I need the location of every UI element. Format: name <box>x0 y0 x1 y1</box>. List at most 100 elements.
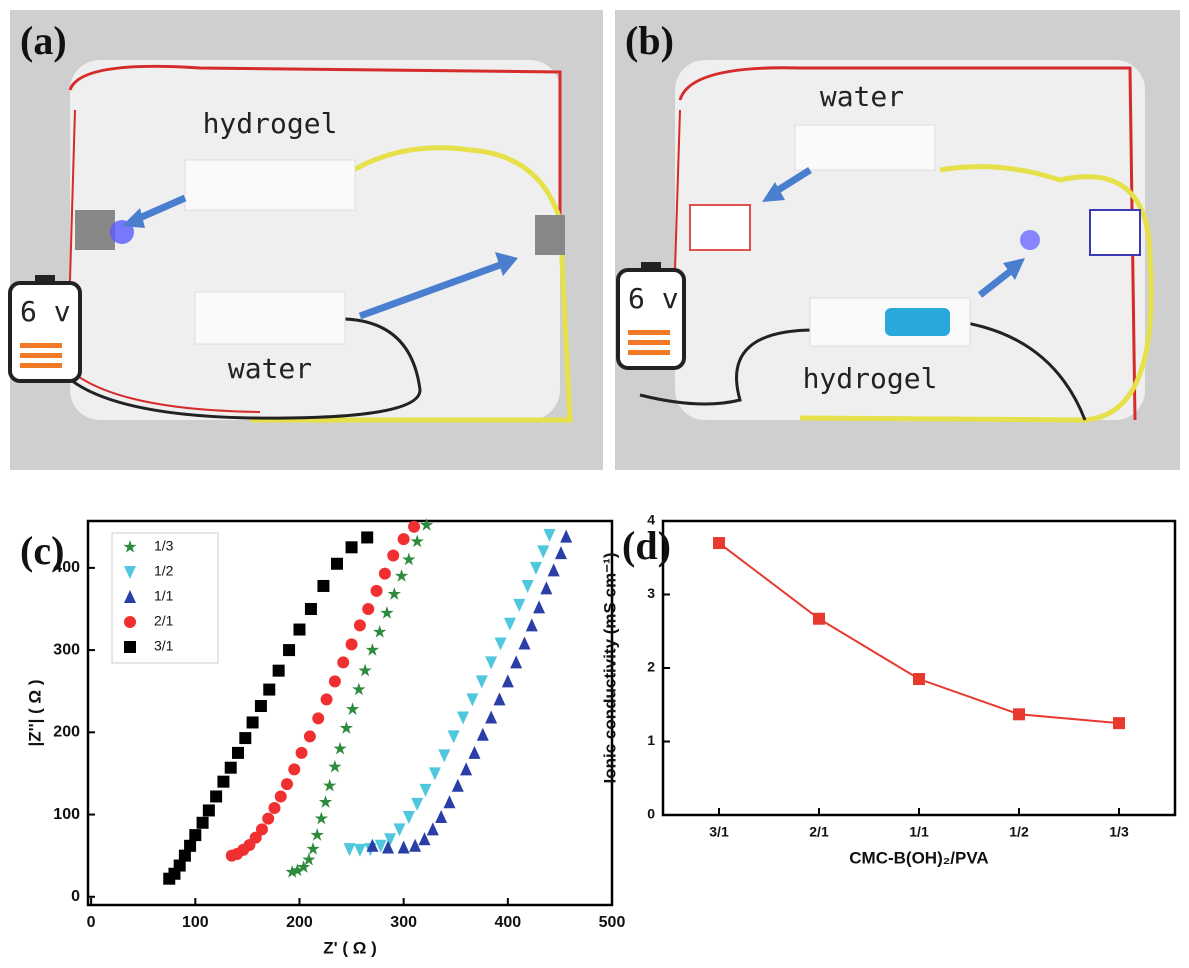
point <box>358 663 372 677</box>
x-axis-label: CMC-B(OH)₂/PVA <box>849 848 988 867</box>
point <box>217 775 230 788</box>
point <box>387 549 400 562</box>
plot-frame <box>661 519 1177 817</box>
y-tick-label: 300 <box>53 641 80 658</box>
point <box>408 520 421 533</box>
x-tick-label: 2/1 <box>809 824 829 840</box>
point <box>330 557 343 570</box>
x-tick-label: 200 <box>286 914 313 931</box>
photo-text: water <box>228 352 312 385</box>
point <box>485 710 498 724</box>
point <box>173 859 186 872</box>
point <box>387 587 401 600</box>
point <box>353 843 366 857</box>
point <box>494 637 507 651</box>
y-tick-label: 0 <box>71 888 80 905</box>
y-tick-label: 400 <box>53 559 80 576</box>
point <box>320 693 333 706</box>
point <box>913 673 925 686</box>
point <box>272 664 285 677</box>
point <box>304 602 317 615</box>
y-tick-label: 1 <box>647 732 655 748</box>
x-tick-label: 500 <box>599 914 626 931</box>
point <box>428 767 441 781</box>
point <box>518 636 531 650</box>
y-tick-label: 3 <box>647 585 655 601</box>
point <box>246 716 259 729</box>
point <box>255 823 268 836</box>
point <box>419 783 432 797</box>
x-tick-label: 0 <box>87 914 96 931</box>
x-tick-label: 400 <box>494 914 521 931</box>
point <box>418 832 431 846</box>
panel-label: (c) <box>20 528 64 573</box>
legend-marker <box>124 616 136 628</box>
point <box>447 730 460 744</box>
point <box>202 804 215 817</box>
point <box>457 711 470 725</box>
point <box>1013 708 1025 721</box>
point <box>373 625 387 638</box>
point <box>409 838 422 852</box>
point <box>493 692 506 706</box>
x-tick-label: 300 <box>390 914 417 931</box>
point <box>280 778 293 791</box>
point <box>318 795 333 808</box>
point <box>362 602 375 615</box>
point <box>554 546 567 560</box>
point <box>314 811 329 825</box>
point <box>345 541 358 554</box>
point <box>249 831 262 844</box>
plot-frame <box>86 519 614 907</box>
point <box>365 643 380 656</box>
point <box>303 730 316 743</box>
point <box>328 675 341 688</box>
point <box>378 567 391 580</box>
point <box>274 790 287 803</box>
point <box>224 761 237 774</box>
point <box>295 746 308 759</box>
point <box>262 812 275 825</box>
point <box>263 683 276 696</box>
point <box>178 849 191 862</box>
point <box>451 778 464 792</box>
y-tick-label: 0 <box>647 806 655 822</box>
point <box>443 795 456 809</box>
point <box>510 655 523 669</box>
point <box>813 612 825 625</box>
panel-label: (a) <box>20 18 67 63</box>
point <box>323 778 337 792</box>
point <box>533 600 546 614</box>
point <box>210 790 223 803</box>
point <box>435 810 448 824</box>
point <box>402 811 415 825</box>
point <box>268 801 281 814</box>
point <box>288 763 301 776</box>
point <box>333 741 347 755</box>
point <box>547 563 560 577</box>
legend-label: 1/1 <box>154 588 174 604</box>
point <box>328 759 342 773</box>
x-tick-label: 100 <box>182 914 209 931</box>
photo-text: water <box>820 80 904 113</box>
point <box>410 534 424 548</box>
point <box>540 581 553 595</box>
point <box>189 829 202 842</box>
point <box>501 674 514 688</box>
point <box>397 840 410 854</box>
point <box>293 623 306 636</box>
legend-label: 3/1 <box>154 638 174 654</box>
photo-text: hydrogel <box>203 107 338 140</box>
point <box>503 617 516 631</box>
point <box>382 840 395 854</box>
point <box>285 865 299 878</box>
point <box>419 518 434 531</box>
y-axis-label: Ionic conductivity (mS cm⁻¹) <box>600 553 619 784</box>
legend-label: 2/1 <box>154 613 174 629</box>
point <box>302 852 316 866</box>
point <box>366 838 379 852</box>
point <box>339 721 354 734</box>
point <box>232 746 245 759</box>
point <box>543 528 556 542</box>
point <box>485 656 498 670</box>
